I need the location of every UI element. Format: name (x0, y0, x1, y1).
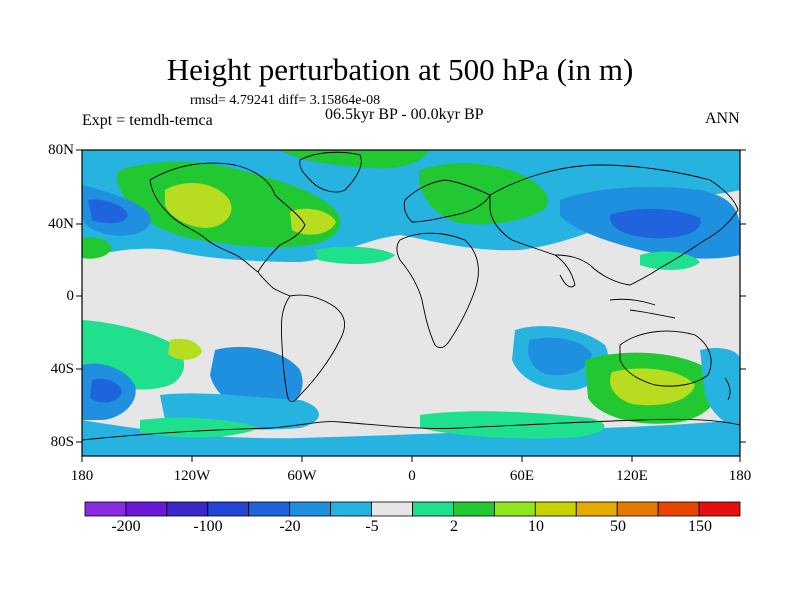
stats-text: rmsd= 4.79241 diff= 3.15864e-08 (190, 93, 381, 108)
lon-label: 180 (70, 468, 94, 484)
contour-blue-io (528, 337, 592, 376)
lat-label: 80S (50, 434, 74, 450)
contour-green-dateline (82, 237, 112, 259)
lon-label: 180 (728, 468, 752, 484)
colorbar-cell (248, 501, 291, 517)
colorbar-label: 10 (528, 518, 544, 535)
contour-yellowgreen-aus (610, 368, 695, 406)
contour-yellowgreen-na (165, 183, 232, 228)
colorbar-label: 2 (450, 518, 458, 535)
lat-label: 0 (66, 288, 75, 304)
coast-europe (403, 179, 491, 223)
colorbar-cell (371, 501, 413, 517)
coast-india (554, 254, 576, 288)
colorbar-cell (84, 501, 127, 517)
map-frame (81, 149, 741, 457)
contour-green-eastpac (315, 246, 395, 265)
colorbar-cell (207, 501, 250, 517)
period-label: 06.5kyr BP - 00.0kyr BP (325, 106, 484, 123)
contour-darkblue-asia (609, 208, 701, 239)
lon-label: 60W (287, 468, 317, 484)
colorbar-cell (657, 501, 700, 517)
lon-label: 120W (173, 468, 211, 484)
lon-ticks (81, 456, 741, 462)
contour-fields (82, 150, 740, 456)
coast-greenland (299, 151, 362, 193)
colorbar-cell (166, 501, 209, 517)
colorbar-label: -200 (111, 518, 141, 535)
contour-green-europe (419, 163, 549, 225)
coast-central-america (257, 271, 291, 297)
contour-darkblue-sp (90, 378, 122, 403)
colorbar-cell (493, 501, 536, 517)
contour-green-westpac (640, 251, 700, 270)
colorbar-label: -5 (365, 518, 379, 535)
colorbar-label: 150 (688, 518, 712, 535)
colorbar-cell (289, 501, 332, 517)
contour-yellowgreen-atl (290, 208, 336, 235)
colorbar-cell (534, 501, 577, 517)
lat-ticks (76, 149, 746, 443)
lat-label: 40N (48, 216, 74, 232)
contour-lightblue-southocean (82, 420, 740, 456)
experiment-label: Expt = temdh-temca (82, 112, 213, 129)
coast-north-america (149, 162, 306, 273)
colorbar-cell (125, 501, 168, 517)
lon-label: 0 (408, 468, 416, 484)
colorbar-cell (412, 501, 454, 517)
coast-africa (396, 232, 479, 349)
lon-label: 60E (509, 468, 535, 484)
lat-label: 40S (50, 361, 74, 377)
colorbar-label: -100 (193, 518, 223, 535)
coast-south-america (280, 294, 346, 402)
coast-antarctica (82, 418, 740, 441)
colorbar-label: -20 (279, 518, 301, 535)
contour-darkblue-pacific (88, 199, 128, 224)
coast-asia (489, 164, 739, 286)
lon-label: 120E (616, 468, 648, 484)
colorbar-cell (616, 501, 659, 517)
coast-indonesia (609, 298, 676, 319)
coast-australia (619, 330, 712, 387)
coast-nz (724, 377, 731, 401)
colorbar-cell (698, 501, 741, 517)
lat-label: 80N (48, 142, 74, 158)
contour-green-arctic (280, 150, 430, 169)
colorbar (84, 501, 741, 517)
contour-yellowgreen-sp (168, 338, 202, 360)
colorbar-cell (330, 501, 372, 517)
chart-title: Height perturbation at 500 hPa (in m) (166, 52, 634, 87)
season-label: ANN (705, 110, 740, 127)
contour-lightblue-europe (355, 211, 398, 231)
colorbar-cell (575, 501, 618, 517)
coastlines (82, 151, 740, 441)
colorbar-label: 50 (610, 518, 626, 535)
colorbar-cell (453, 501, 495, 517)
contour-green-southocean2 (420, 411, 605, 439)
